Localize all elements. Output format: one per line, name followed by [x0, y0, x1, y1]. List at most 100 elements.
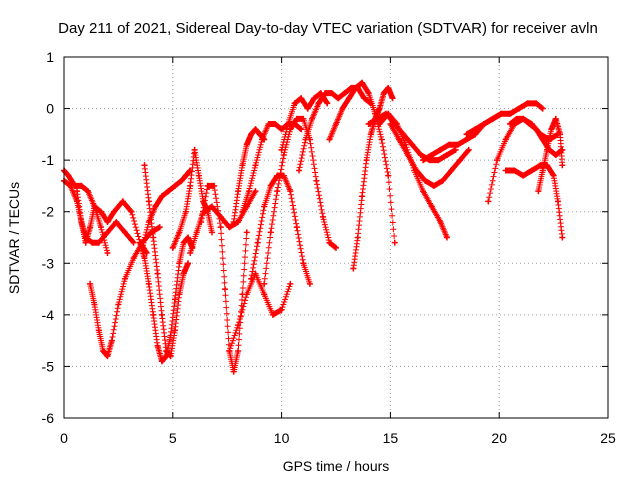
- data-point: [150, 234, 157, 241]
- y-tick-label-4: -2: [42, 204, 55, 220]
- data-point: [454, 141, 461, 148]
- data-point: [489, 115, 496, 122]
- y-tick-label-7: 1: [46, 49, 54, 65]
- data-point: [261, 291, 268, 298]
- data-point: [267, 229, 274, 236]
- x-tick-label-4: 20: [491, 430, 507, 446]
- data-point: [341, 90, 348, 97]
- data-point: [211, 182, 218, 189]
- data-point: [191, 146, 198, 153]
- data-point: [413, 167, 420, 174]
- data-point: [409, 141, 416, 148]
- data-point: [104, 219, 111, 226]
- data-point: [121, 275, 128, 282]
- data-point: [428, 151, 435, 158]
- data-point: [171, 182, 178, 189]
- data-point: [533, 126, 540, 133]
- data-point: [104, 229, 111, 236]
- data-point: [309, 115, 316, 122]
- data-point: [428, 203, 435, 210]
- data-point: [104, 249, 111, 256]
- data-point: [84, 188, 91, 195]
- data-point: [141, 162, 148, 169]
- data-point: [513, 115, 520, 122]
- data-point: [524, 100, 531, 107]
- series-track-14: [248, 172, 313, 287]
- data-point: [367, 131, 374, 138]
- data-point: [443, 151, 450, 158]
- data-point: [171, 296, 178, 303]
- data-point: [437, 146, 444, 153]
- data-point: [111, 208, 118, 215]
- data-point: [269, 311, 276, 318]
- series-markers-track-15: [261, 115, 339, 287]
- data-point: [252, 126, 259, 133]
- data-point: [158, 193, 165, 200]
- data-point: [182, 208, 189, 215]
- data-point: [537, 162, 544, 169]
- data-point: [89, 239, 96, 246]
- data-point: [552, 151, 559, 158]
- series-track-24: [463, 100, 546, 138]
- data-point: [304, 105, 311, 112]
- data-point: [235, 188, 242, 195]
- series-track-28: [507, 115, 566, 158]
- data-point: [187, 249, 194, 256]
- data-point: [361, 95, 368, 102]
- data-point: [235, 322, 242, 329]
- data-point: [150, 311, 157, 318]
- data-point: [204, 182, 211, 189]
- data-point: [457, 157, 464, 164]
- data-point: [243, 291, 250, 298]
- data-point: [346, 95, 353, 102]
- data-point: [278, 126, 285, 133]
- data-point: [365, 121, 372, 128]
- series-track-18: [326, 79, 398, 246]
- x-tick-label-3: 15: [383, 430, 399, 446]
- data-point: [154, 342, 161, 349]
- y-tick-label-5: -1: [42, 152, 55, 168]
- data-point: [217, 224, 224, 231]
- data-point: [243, 141, 250, 148]
- data-point: [352, 84, 359, 91]
- data-point: [315, 100, 322, 107]
- data-point: [422, 177, 429, 184]
- series-markers-track-08: [169, 146, 215, 251]
- data-point: [559, 146, 566, 153]
- data-point: [528, 167, 535, 174]
- data-point: [557, 131, 564, 138]
- data-point: [143, 249, 150, 256]
- data-point: [182, 172, 189, 179]
- data-point: [515, 105, 522, 112]
- data-point: [97, 208, 104, 215]
- series-track-22: [387, 121, 472, 189]
- data-point: [548, 126, 555, 133]
- y-tick-label-1: -5: [42, 358, 55, 374]
- data-point: [293, 115, 300, 122]
- data-point: [187, 182, 194, 189]
- data-point: [502, 167, 509, 174]
- data-point: [559, 162, 566, 169]
- data-point: [539, 136, 546, 143]
- data-point: [535, 188, 542, 195]
- data-point: [248, 275, 255, 282]
- data-point: [243, 229, 250, 236]
- data-point: [208, 203, 215, 210]
- data-point: [322, 90, 329, 97]
- data-point: [74, 188, 81, 195]
- data-point: [333, 121, 339, 128]
- data-point: [293, 224, 300, 231]
- data-point: [498, 110, 505, 117]
- data-point: [245, 188, 252, 195]
- data-point: [396, 136, 403, 143]
- chart-title: Day 211 of 2021, Sidereal Day-to-day VTE…: [58, 20, 598, 37]
- data-point: [87, 280, 94, 287]
- data-point: [139, 244, 146, 251]
- x-axis-label: GPS time / hours: [283, 458, 390, 474]
- data-point: [91, 301, 98, 308]
- data-point: [554, 198, 561, 205]
- data-point: [326, 136, 333, 143]
- data-point: [230, 368, 237, 375]
- data-point: [507, 121, 514, 128]
